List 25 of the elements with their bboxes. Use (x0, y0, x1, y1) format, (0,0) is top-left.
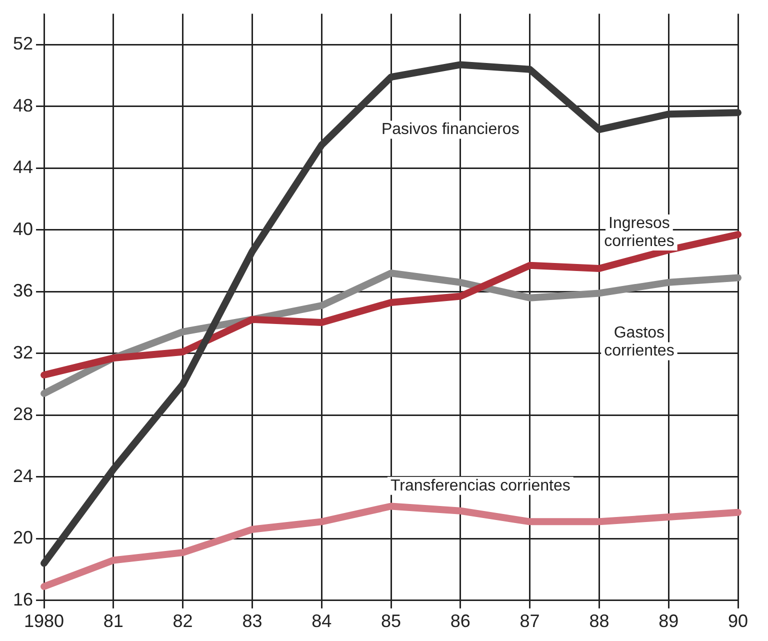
x-tick-label: 83 (242, 611, 262, 632)
x-tick-label: 85 (380, 611, 402, 632)
series-label: Ingresos corrientes (604, 214, 674, 250)
y-tick-label: 40 (12, 218, 34, 239)
x-tick-label: 87 (520, 611, 540, 632)
x-tick-label: 90 (728, 611, 748, 632)
y-tick-label: 36 (12, 280, 34, 301)
y-tick-label: 24 (12, 466, 34, 486)
y-tick-label: 16 (12, 589, 34, 610)
x-tick-label: 88 (589, 611, 610, 632)
series-label: Gastos corrientes (604, 324, 674, 360)
x-tick-label: 81 (103, 611, 124, 632)
y-tick-label: 52 (12, 34, 34, 54)
y-tick-label: 32 (12, 342, 34, 362)
series-label: Transferencias corrientes (390, 477, 570, 494)
y-tick-label: 48 (12, 95, 34, 116)
x-tick-label: 86 (450, 611, 470, 632)
y-tick-label: 44 (12, 157, 34, 178)
series-label: Pasivos financieros (381, 121, 520, 138)
x-tick-label: 89 (658, 611, 679, 632)
y-tick-label: 20 (12, 528, 34, 548)
y-tick-label: 28 (12, 404, 34, 424)
x-tick-label: 82 (172, 611, 193, 632)
x-tick-label: 1980 (24, 611, 64, 632)
x-tick-label: 84 (312, 611, 332, 632)
